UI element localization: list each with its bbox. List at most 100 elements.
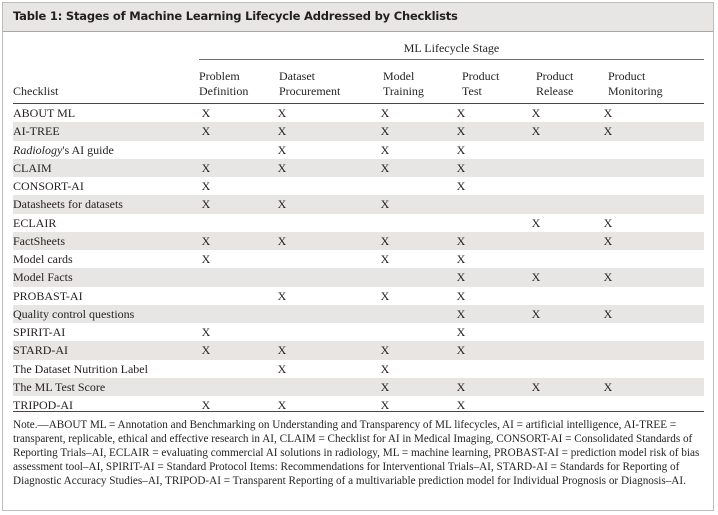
table-row: ECLAIR X X [13, 214, 704, 232]
table-row: AI-TREE X X X X X X [13, 122, 704, 141]
stage-mark: X [380, 142, 390, 157]
stage-mark: X [201, 179, 211, 193]
stage-mark: X [380, 379, 390, 394]
checklist-name-italic: Radiology [13, 142, 63, 157]
checklist-name: SPIRIT-AI [13, 325, 66, 339]
stage-mark: X [277, 398, 287, 412]
table-row: Quality control questions X X X [13, 304, 704, 323]
checklist-name: ABOUT ML [13, 106, 76, 120]
stage-mark: X [277, 160, 287, 175]
checklist-name: TRIPOD-AI [13, 398, 73, 412]
table-row: The ML Test Score X X X X [13, 377, 704, 396]
header-line: Release [536, 84, 574, 98]
checklist-name: Model Facts [13, 270, 73, 285]
stage-mark: X [456, 179, 466, 193]
stage-mark: X [603, 379, 613, 394]
stage-mark: X [380, 252, 390, 266]
stage-mark: X [201, 197, 211, 212]
header-product-monitoring: Product Monitoring [608, 69, 663, 99]
table-row: Model cards X X X [13, 250, 704, 268]
checklist-name: CLAIM [13, 160, 52, 175]
checklist-name: Model cards [13, 252, 73, 266]
stage-mark: X [456, 379, 466, 394]
stage-mark: X [277, 124, 287, 139]
table-row: TRIPOD-AI X X X X [13, 396, 704, 414]
table-row: STARD-AI X X X X [13, 341, 704, 360]
stage-mark: X [456, 288, 466, 303]
table-row: ABOUT ML X X X X X X [13, 104, 704, 122]
stage-mark: X [201, 325, 211, 339]
stage-mark: X [456, 270, 466, 285]
table-row: FactSheets X X X X X [13, 231, 704, 250]
table-row: PROBAST-AI X X X [13, 287, 704, 305]
stage-mark: X [380, 124, 390, 139]
header-rule [13, 103, 704, 104]
table-bottom-rule [13, 411, 704, 412]
stage-mark: X [380, 288, 390, 303]
header-line: Model [383, 69, 415, 83]
header-line: Test [462, 84, 482, 98]
stage-mark: X [531, 379, 541, 394]
stage-mark: X [456, 160, 466, 175]
stage-mark: X [380, 160, 390, 175]
stage-mark: X [456, 124, 466, 139]
header-problem-definition: Problem Definition [199, 69, 248, 99]
header-product-test: Product Test [462, 69, 499, 99]
stage-mark: X [380, 106, 390, 120]
header-line: Problem [199, 69, 240, 83]
checklist-name: STARD-AI [13, 343, 69, 358]
checklist-name: FactSheets [13, 233, 65, 248]
stage-mark: X [456, 142, 466, 157]
stage-mark: X [531, 106, 541, 120]
table-row: Datasheets for datasets X X X [13, 195, 704, 214]
table-title: Table 1: Stages of Machine Learning Life… [13, 9, 458, 23]
header-checklist: Checklist [13, 84, 59, 98]
stage-mark: X [456, 233, 466, 248]
stage-mark: X [380, 343, 390, 358]
stage-mark: X [603, 306, 613, 321]
stage-mark: X [603, 124, 613, 139]
checklist-name: Datasheets for datasets [13, 197, 123, 212]
spanner-heading: ML Lifecycle Stage [403, 41, 500, 55]
stage-mark: X [603, 270, 613, 285]
header-dataset-procurement: Dataset Procurement [279, 69, 340, 99]
checklist-name: CONSORT-AI [13, 179, 84, 193]
stage-mark: X [201, 343, 211, 358]
stage-mark: X [380, 197, 390, 212]
stage-mark: X [531, 306, 541, 321]
header-product-release: Product Release [536, 69, 573, 99]
stage-mark: X [201, 124, 211, 139]
table-row: Model Facts X X X [13, 268, 704, 287]
stage-mark: X [456, 106, 466, 120]
checklist-name: PROBAST-AI [13, 288, 83, 303]
checklist-name: ECLAIR [13, 215, 57, 230]
table-row: SPIRIT-AI X X [13, 323, 704, 341]
stage-mark: X [201, 233, 211, 248]
stage-mark: X [277, 142, 287, 157]
stage-mark: X [603, 106, 613, 120]
stage-mark: X [201, 398, 211, 412]
header-line: Monitoring [608, 84, 663, 98]
stage-mark: X [201, 252, 211, 266]
stage-mark: X [277, 288, 287, 303]
stage-mark: X [603, 233, 613, 248]
stage-mark: X [380, 361, 390, 376]
table-note: Note.—ABOUT ML = Annotation and Benchmar… [13, 419, 700, 487]
stage-mark: X [531, 270, 541, 285]
table-row: The Dataset Nutrition Label X X [13, 360, 704, 378]
stage-mark: X [277, 197, 287, 212]
header-line: Training [383, 84, 424, 98]
stage-mark: X [531, 124, 541, 139]
checklist-name: AI-TREE [13, 124, 60, 139]
stage-mark: X [277, 233, 287, 248]
stage-mark: X [456, 306, 466, 321]
header-line: Product [462, 69, 500, 83]
stage-mark: X [603, 215, 613, 230]
stage-mark: X [456, 325, 466, 339]
stage-mark: X [277, 106, 287, 120]
table-row: CONSORT-AI X X [13, 177, 704, 195]
header-line: Procurement [279, 84, 341, 98]
stage-mark: X [456, 252, 466, 266]
stage-mark: X [201, 106, 211, 120]
